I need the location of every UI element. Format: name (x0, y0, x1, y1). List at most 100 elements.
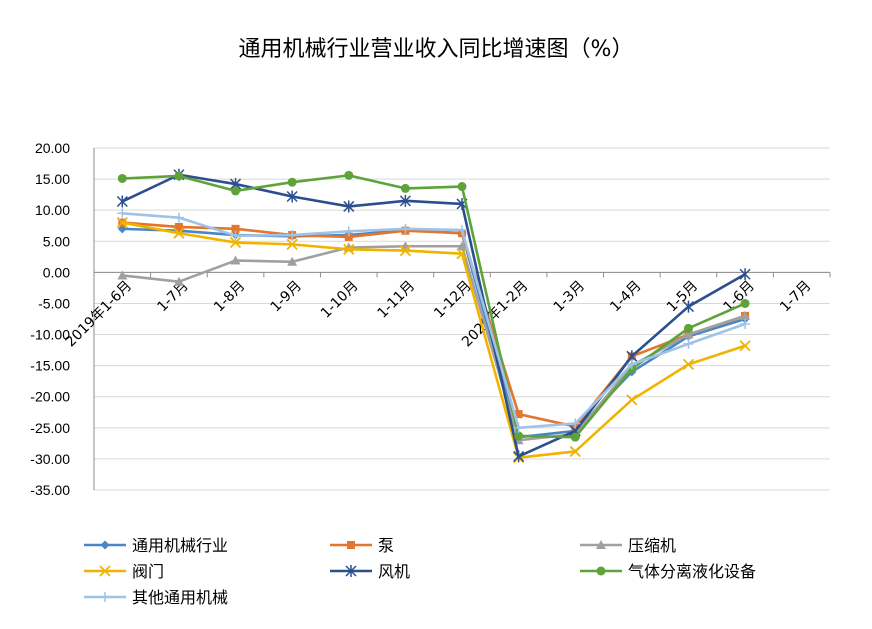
legend-marker (596, 540, 606, 549)
data-point (343, 243, 355, 255)
series-3 (116, 216, 751, 464)
data-point (344, 232, 353, 241)
y-tick-label: -20.00 (30, 389, 70, 405)
x-tick-label: 1-12月 (431, 278, 475, 322)
data-point (457, 182, 467, 192)
data-point (174, 222, 183, 231)
data-point (344, 170, 354, 180)
data-point (231, 186, 241, 196)
legend-label: 风机 (378, 562, 410, 581)
series-lines (116, 168, 751, 464)
data-point (117, 173, 127, 183)
legend-label: 压缩机 (628, 536, 676, 555)
y-tick-label: -15.00 (30, 358, 70, 374)
x-tick-label: 1-4月 (607, 278, 644, 315)
x-tick-label: 1-8月 (211, 278, 248, 315)
data-point (116, 216, 128, 229)
y-axis-ticks: 20.00 15.00 10.00 5.00 0.00 -5.00 -10.00 -15.00… (30, 140, 70, 498)
legend-item: 其他通用机械 (84, 588, 228, 607)
data-point (173, 276, 184, 286)
y-tick-label: -25.00 (30, 420, 70, 436)
x-tick-label: 1-10月 (318, 278, 362, 322)
series-line (122, 221, 746, 459)
legend-label: 其他通用机械 (132, 588, 228, 607)
data-point (287, 256, 298, 266)
legend-item: 通用机械行业 (84, 536, 228, 555)
series-0 (117, 224, 750, 442)
data-point (457, 241, 467, 251)
data-point (229, 236, 242, 249)
series-6 (117, 208, 751, 433)
data-point (570, 418, 581, 429)
data-point (230, 255, 241, 265)
legend-marker (345, 565, 357, 577)
data-point (740, 298, 750, 308)
y-tick-label: 5.00 (43, 233, 70, 249)
series-line (121, 173, 746, 458)
x-tick-label: 2019年1-6月 (63, 278, 135, 350)
y-tick-label: 20.00 (35, 140, 70, 156)
data-point (457, 225, 467, 236)
data-point (682, 358, 695, 371)
data-point (174, 171, 184, 181)
y-tick-label: 0.00 (43, 264, 70, 280)
x-tick-label: 1-3月 (551, 278, 588, 315)
data-point (569, 445, 581, 458)
legend-item: 泵 (330, 536, 394, 555)
x-tick-label: 1-6月 (721, 278, 758, 315)
y-tick-label: -35.00 (30, 482, 70, 498)
data-point (343, 226, 354, 237)
y-tick-label: -30.00 (30, 451, 70, 467)
data-point (626, 359, 637, 370)
data-point (513, 450, 525, 463)
data-point (230, 230, 241, 241)
y-tick-label: -5.00 (38, 295, 70, 311)
data-point (399, 194, 411, 207)
grid-lines (93, 147, 831, 491)
x-tick-label: 1-11月 (375, 278, 419, 322)
y-tick-label: -10.00 (30, 327, 70, 343)
legend-marker (100, 592, 110, 602)
data-point (286, 190, 298, 203)
data-point (739, 340, 751, 352)
data-point (683, 323, 693, 333)
data-point (116, 195, 128, 208)
legend-item: 压缩机 (580, 536, 676, 555)
chart-title: 通用机械行业营业收入同比增速图（%） (239, 37, 634, 62)
data-point (286, 238, 298, 251)
series-1 (118, 218, 750, 431)
data-point (514, 431, 524, 441)
legend-label: 通用机械行业 (132, 536, 228, 555)
data-point (514, 410, 523, 419)
y-tick-label: 10.00 (35, 202, 70, 218)
data-point (570, 432, 580, 442)
legend-marker (596, 566, 606, 576)
data-point (683, 329, 694, 339)
series-line (122, 227, 746, 439)
data-point (682, 300, 694, 313)
x-tick-label: 1-7月 (777, 278, 814, 315)
data-point (400, 183, 410, 193)
legend-item: 风机 (330, 562, 410, 581)
data-point (173, 227, 185, 239)
series-4 (116, 168, 751, 463)
data-point (740, 318, 751, 329)
data-point (739, 268, 751, 281)
data-point (626, 394, 638, 406)
data-point (683, 338, 694, 349)
legend-item: 阀门 (84, 562, 164, 581)
data-point (740, 310, 751, 320)
data-point (287, 230, 298, 241)
series-2 (117, 241, 751, 445)
data-point (117, 208, 128, 219)
x-tick-label: 1-9月 (268, 278, 305, 315)
data-point (399, 244, 412, 257)
legend-marker (99, 565, 111, 577)
data-point (513, 422, 524, 433)
data-point (456, 248, 468, 260)
x-tick-label: 1-7月 (154, 278, 191, 315)
series-line (122, 211, 746, 430)
data-point (173, 212, 184, 223)
